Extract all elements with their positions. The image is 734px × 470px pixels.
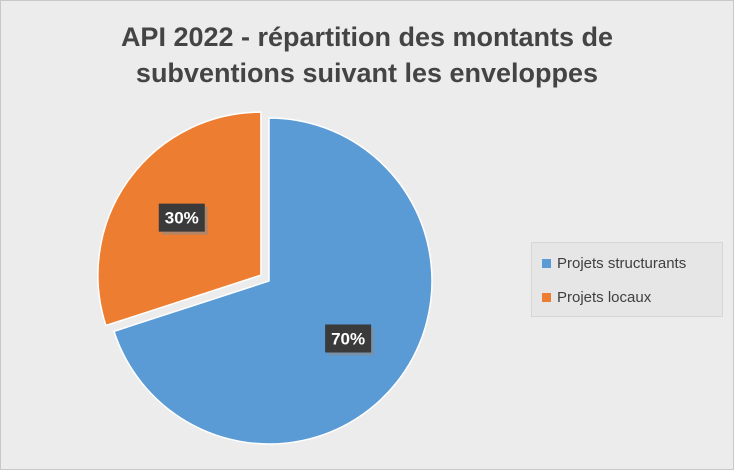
legend-swatch-projets-locaux: [542, 293, 551, 302]
data-label-projets-structurants: 70%: [325, 324, 375, 356]
legend-label-projets-locaux: Projets locaux: [557, 289, 652, 306]
legend-swatch-projets-structurants: [542, 259, 551, 268]
legend-item-projets-locaux: Projets locaux: [542, 289, 651, 306]
legend-label-projets-structurants: Projets structurants: [557, 255, 687, 272]
chart-title-line-2: subventions suivant les enveloppes: [135, 58, 599, 88]
svg-text:70%: 70%: [331, 329, 365, 348]
pie-slice-projets-structurants: [113, 117, 433, 445]
svg-text:30%: 30%: [165, 209, 199, 228]
legend-item-projets-structurants: Projets structurants: [542, 255, 686, 272]
data-label-projets-locaux: 30%: [158, 203, 208, 235]
chart-title: API 2022 - répartition des montants de s…: [41, 19, 693, 91]
chart-title-line-1: API 2022 - répartition des montants de: [120, 22, 614, 52]
legend: Projets structurants Projets locaux: [531, 242, 723, 317]
